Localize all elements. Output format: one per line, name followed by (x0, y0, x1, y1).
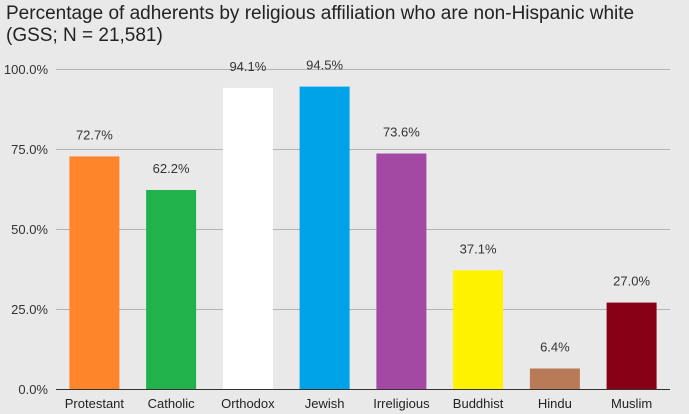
x-tick-label: Buddhist (453, 396, 504, 411)
bar-buddhist (453, 270, 504, 389)
bar-value-label: 62.2% (153, 161, 190, 176)
bar-value-label: 94.1% (229, 59, 266, 74)
y-tick-label: 75.0% (11, 142, 48, 157)
bar-jewish (299, 86, 350, 389)
bar-value-label: 37.1% (460, 241, 497, 256)
chart-title: Percentage of adherents by religious aff… (6, 3, 635, 46)
bar-value-labels: 72.7% 62.2% 94.1% 94.5% 73.6% 37.1% 6.4% 27.0% (76, 58, 651, 355)
y-tick-label: 100.0% (4, 62, 49, 77)
bar-value-label: 27.0% (613, 274, 650, 289)
bar-value-label: 94.5% (306, 58, 343, 73)
x-tick-label: Catholic (148, 396, 195, 411)
x-tick-label: Protestant (65, 396, 125, 411)
y-tick-label: 0.0% (18, 382, 48, 397)
bar-muslim (606, 302, 657, 389)
x-tick-label: Irreligious (373, 396, 430, 411)
x-axis-tick-labels: Protestant Catholic Orthodox Jewish Irreligi… (65, 396, 652, 411)
x-tick-label: Orthodox (221, 396, 275, 411)
y-tick-label: 25.0% (11, 302, 48, 317)
x-tick-label: Jewish (305, 396, 345, 411)
bar-irreligious (376, 153, 427, 389)
bar-orthodox (222, 87, 273, 390)
x-tick-label: Muslim (611, 396, 652, 411)
bar-catholic (146, 190, 197, 389)
bar-value-label: 72.7% (76, 127, 113, 142)
bars (69, 86, 657, 390)
bar-value-label: 73.6% (383, 125, 420, 140)
y-tick-label: 50.0% (11, 222, 48, 237)
bar-protestant (69, 156, 120, 389)
bar-hindu (529, 368, 580, 389)
y-axis-tick-labels: 0.0% 25.0% 50.0% 75.0% 100.0% (4, 62, 49, 397)
bar-value-label: 6.4% (540, 340, 570, 355)
x-tick-label: Hindu (538, 396, 572, 411)
